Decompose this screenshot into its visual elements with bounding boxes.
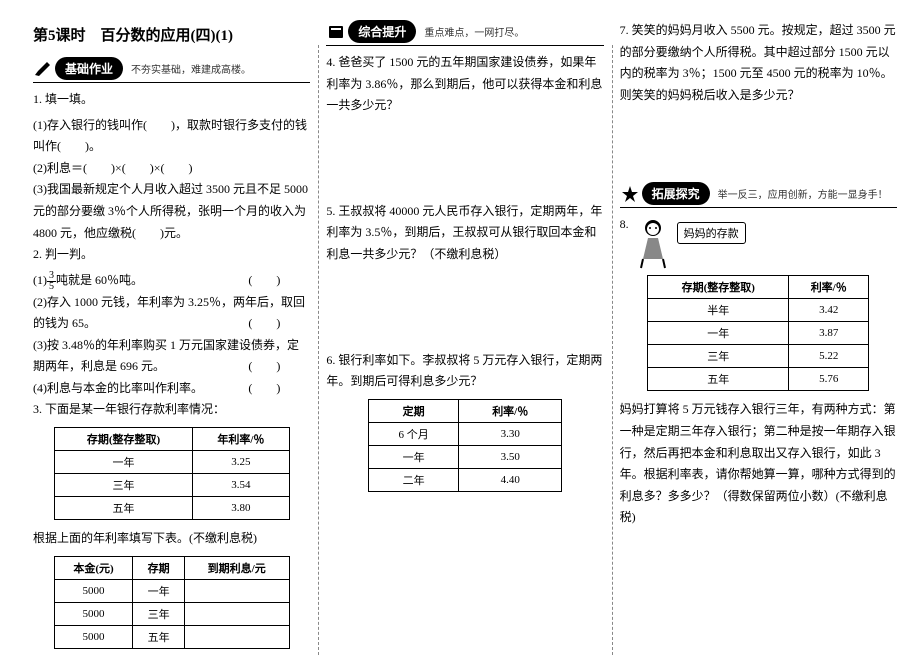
comp-label: 综合提升 — [348, 20, 416, 43]
divider-2 — [612, 45, 613, 655]
comprehensive-banner: 综合提升 重点难点，一网打尽。 — [326, 20, 603, 46]
extension-banner: 拓展探究 举一反三，应用创新，方能一显身手！ — [620, 182, 897, 208]
basic-banner: 基础作业 不夯实基础，难建成高楼。 — [33, 57, 310, 83]
q5: 5. 王叔叔将 40000 元人民币存入银行，定期两年，年利率为 3.5％，到期… — [326, 201, 603, 266]
q3-table1: 存期(整存整取)年利率/％ 一年3.25 三年3.54 五年3.80 — [54, 427, 290, 520]
q2-p1: (1)35吨就是 60％吨。 ( ) — [33, 270, 310, 292]
fraction-3-5: 35 — [47, 271, 56, 292]
q2-heading: 2. 判一判。 — [33, 244, 310, 266]
q8-speech: 妈妈的存款 — [677, 222, 746, 244]
ext-label: 拓展探究 — [642, 182, 710, 205]
ext-sub: 举一反三，应用创新，方能一显身手！ — [718, 186, 888, 201]
q8-row: 8. 妈妈的存款 — [620, 214, 897, 269]
pencil-icon — [33, 59, 53, 79]
q8-body: 妈妈打算将 5 万元钱存入银行三年，有两种方式：第一种是定期三年存入银行；第二种… — [620, 399, 897, 529]
q3-caption2: 根据上面的年利率填写下表。(不缴利息税) — [33, 528, 310, 550]
q6-heading: 6. 银行利率如下。李叔叔将 5 万元存入银行，定期两年。到期后可得利息多少元？ — [326, 350, 603, 393]
basic-label: 基础作业 — [55, 57, 123, 80]
q1-p1: (1)存入银行的钱叫作( )，取款时银行多支付的钱叫作( )。 — [33, 115, 310, 158]
column-1: 第5课时 百分数的应用(四)(1) 基础作业 不夯实基础，难建成高楼。 1. 填… — [25, 20, 318, 643]
lesson-title: 第5课时 百分数的应用(四)(1) — [33, 24, 310, 45]
q3-heading: 3. 下面是某一年银行存款利率情况： — [33, 399, 310, 421]
q2-p4: (4)利息与本金的比率叫作利率。( ) — [33, 378, 310, 400]
column-2: 综合提升 重点难点，一网打尽。 4. 爸爸买了 1500 元的五年期国家建设债券… — [318, 20, 611, 643]
q8-num: 8. — [620, 214, 629, 236]
q2-p1-a: (1) — [33, 273, 47, 287]
q7: 7. 笑笑的妈妈月收入 5500 元。按规定，超过 3500 元的部分要缴纳个人… — [620, 20, 897, 106]
basic-sub: 不夯实基础，难建成高楼。 — [131, 61, 251, 76]
q3-table2: 本金(元)存期到期利息/元 5000一年 5000三年 5000五年 — [54, 556, 290, 649]
girl-icon — [633, 214, 673, 269]
star-icon — [620, 184, 640, 204]
q4: 4. 爸爸买了 1500 元的五年期国家建设债券，如果年利率为 3.86％，那么… — [326, 52, 603, 117]
q2-p1-paren: ( ) — [248, 270, 280, 292]
divider-1 — [318, 45, 319, 655]
q2-p3: (3)按 3.48％的年利率购买 1 万元国家建设债券，定期两年，利息是 696… — [33, 335, 310, 378]
q1-heading: 1. 填一填。 — [33, 89, 310, 111]
q1-p2: (2)利息＝( )×( )×( ) — [33, 158, 310, 180]
q8-table: 存期(整存整取)利率/％ 半年3.42 一年3.87 三年5.22 五年5.76 — [647, 275, 869, 391]
q2-p2: (2)存入 1000 元钱，年利率为 3.25％，两年后，取回的钱为 65。( … — [33, 292, 310, 335]
q2-p1-b: 吨就是 60％吨。 — [56, 273, 143, 287]
q6-table: 定期利率/％ 6 个月3.30 一年3.50 二年4.40 — [368, 399, 562, 492]
book-icon — [326, 22, 346, 42]
comp-sub: 重点难点，一网打尽。 — [424, 24, 524, 39]
q1-p3: (3)我国最新规定个人月收入超过 3500 元且不足 5000 元的部分要缴 3… — [33, 179, 310, 244]
column-3: 7. 笑笑的妈妈月收入 5500 元。按规定，超过 3500 元的部分要缴纳个人… — [612, 20, 905, 643]
